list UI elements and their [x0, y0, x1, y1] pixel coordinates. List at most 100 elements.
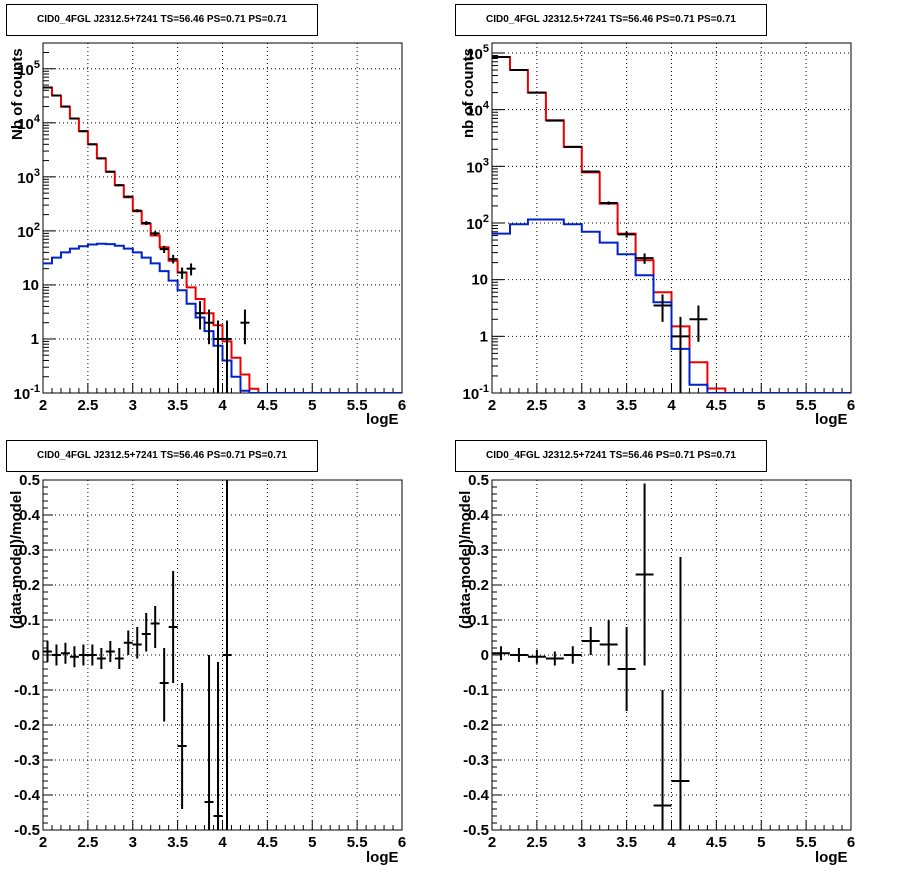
x-tick-label: 3	[578, 397, 586, 414]
y-tick-label: 0.3	[468, 542, 489, 559]
y-axis-label: Nb of counts	[9, 48, 26, 140]
spectrum-pad-right: 2 2.5 3 3.5 4 4.5 5 5.5 6 10-1 1 10 102 103 104 105 CID…	[449, 0, 898, 437]
x-tick-label: 3.5	[167, 397, 188, 414]
data-point	[599, 201, 618, 205]
data-point	[114, 648, 124, 669]
y-tick-label: -0.4	[14, 787, 41, 804]
y-tick-label: 102	[466, 213, 489, 233]
plot-title: CID0_4FGL J2312.5+7241 TS=56.46 PS=0.71 …	[6, 4, 318, 36]
data-point	[527, 91, 546, 94]
spectrum-pad-left: 2 2.5 3 3.5 4 4.5 5 5.5 6 10-1 1 10 102 103 104 105 CID…	[0, 0, 449, 437]
x-tick-label: 6	[398, 397, 406, 414]
spectrum-plot-left: 2 2.5 3 3.5 4 4.5 5 5.5 6 10-1 1 10 102 103 104 105	[14, 42, 406, 414]
data-point	[545, 119, 564, 122]
x-tick-label: 3	[578, 834, 586, 851]
y-tick-label: 102	[17, 221, 40, 241]
y-tick-label: 0.5	[19, 472, 40, 489]
data-point	[69, 117, 79, 120]
residual-pad-left: 2 2.5 3 3.5 4 4.5 5 5.5 6 -0.5 -0.4 -0.3 -0.2 -0.1 0 0.…	[0, 437, 449, 874]
data-point	[563, 145, 582, 148]
data-point	[123, 195, 133, 198]
y-tick-label: 0.1	[19, 612, 40, 629]
data-point	[581, 170, 600, 173]
data-point	[43, 86, 52, 89]
x-axis-label: logE	[366, 849, 399, 866]
x-tick-label: 2.5	[526, 397, 547, 414]
plot-title: CID0_4FGL J2312.5+7241 TS=56.46 PS=0.71 …	[455, 440, 767, 472]
x-tick-label: 3.5	[616, 834, 637, 851]
data-point	[51, 644, 61, 666]
data-point	[177, 683, 187, 809]
x-tick-label: 5	[308, 397, 316, 414]
data-point	[653, 690, 672, 830]
y-tick-label: 0.3	[19, 542, 40, 559]
y-tick-label: 0.1	[468, 612, 489, 629]
data-point	[141, 613, 151, 652]
residual-plot-right: 2 2.5 3 3.5 4 4.5 5 5.5 6 -0.5 -0.4 -0.3 -0.2 -0.1 0 0.…	[463, 472, 855, 851]
spectrum-plot-right: 2 2.5 3 3.5 4 4.5 5 5.5 6 10-1 1 10 102 103 104 105	[463, 42, 855, 414]
y-tick-label: -0.3	[14, 752, 40, 769]
data-point	[635, 483, 654, 666]
x-tick-label: 5.5	[347, 397, 368, 414]
data-point	[105, 170, 115, 173]
data-point	[617, 627, 636, 711]
data-point	[78, 644, 88, 666]
data-point	[51, 94, 61, 97]
y-tick-label: 0	[481, 647, 489, 664]
y-tick-label: 105	[466, 43, 489, 63]
y-tick-label: 10-1	[14, 383, 40, 403]
x-tick-label: 5	[757, 834, 765, 851]
x-axis-label: logE	[366, 411, 399, 428]
y-tick-label: 10	[22, 277, 39, 294]
y-axis-label: nb of counts	[460, 48, 477, 138]
x-tick-label: 2.5	[77, 397, 98, 414]
y-tick-label: 104	[17, 113, 41, 133]
data-point	[222, 320, 232, 393]
x-tick-label: 3	[129, 834, 137, 851]
data-point	[635, 253, 654, 264]
x-tick-label: 4.5	[706, 397, 727, 414]
y-tick-label: 0.4	[19, 507, 41, 524]
x-tick-label: 3.5	[616, 397, 637, 414]
x-tick-label: 4	[667, 834, 676, 851]
y-tick-label: -0.5	[463, 822, 489, 839]
plot-title: CID0_4FGL J2312.5+7241 TS=56.46 PS=0.71 …	[6, 440, 318, 472]
data-point	[159, 648, 169, 722]
y-tick-label: 0.2	[19, 577, 40, 594]
data-point	[240, 309, 250, 345]
y-tick-label: 0.2	[468, 577, 489, 594]
y-tick-label: 0	[32, 647, 40, 664]
x-axis-label: logE	[815, 849, 848, 866]
y-tick-label: -0.2	[14, 717, 40, 734]
y-tick-label: 10-1	[463, 383, 489, 403]
y-tick-label: 10	[471, 272, 488, 289]
y-tick-label: 1	[480, 328, 488, 345]
x-tick-label: 2	[39, 397, 47, 414]
y-tick-label: -0.1	[14, 682, 40, 699]
data-point	[141, 221, 151, 226]
y-tick-label: 103	[466, 156, 489, 176]
x-tick-label: 2	[488, 397, 496, 414]
data-point	[150, 606, 160, 648]
x-tick-label: 6	[398, 834, 406, 851]
x-tick-label: 3	[129, 397, 137, 414]
x-tick-label: 4.5	[257, 834, 278, 851]
x-tick-label: 2.5	[526, 834, 547, 851]
y-tick-label: -0.5	[14, 822, 40, 839]
data-point	[671, 557, 690, 830]
data-point	[222, 480, 232, 830]
data-point	[105, 641, 115, 662]
x-tick-label: 2	[488, 834, 496, 851]
y-tick-label: 103	[17, 167, 40, 187]
data-point	[617, 231, 636, 238]
data-point	[114, 184, 124, 187]
data-point	[87, 644, 97, 666]
residual-pad-right: 2 2.5 3 3.5 4 4.5 5 5.5 6 -0.5 -0.4 -0.3 -0.2 -0.1 0 0.…	[449, 437, 898, 874]
x-tick-label: 3.5	[167, 834, 188, 851]
data-point	[43, 641, 52, 662]
y-tick-label: 0.5	[468, 472, 489, 489]
x-tick-label: 5.5	[347, 834, 368, 851]
data-point	[87, 143, 97, 146]
x-tick-label: 4	[218, 397, 227, 414]
y-tick-label: 104	[466, 100, 490, 120]
